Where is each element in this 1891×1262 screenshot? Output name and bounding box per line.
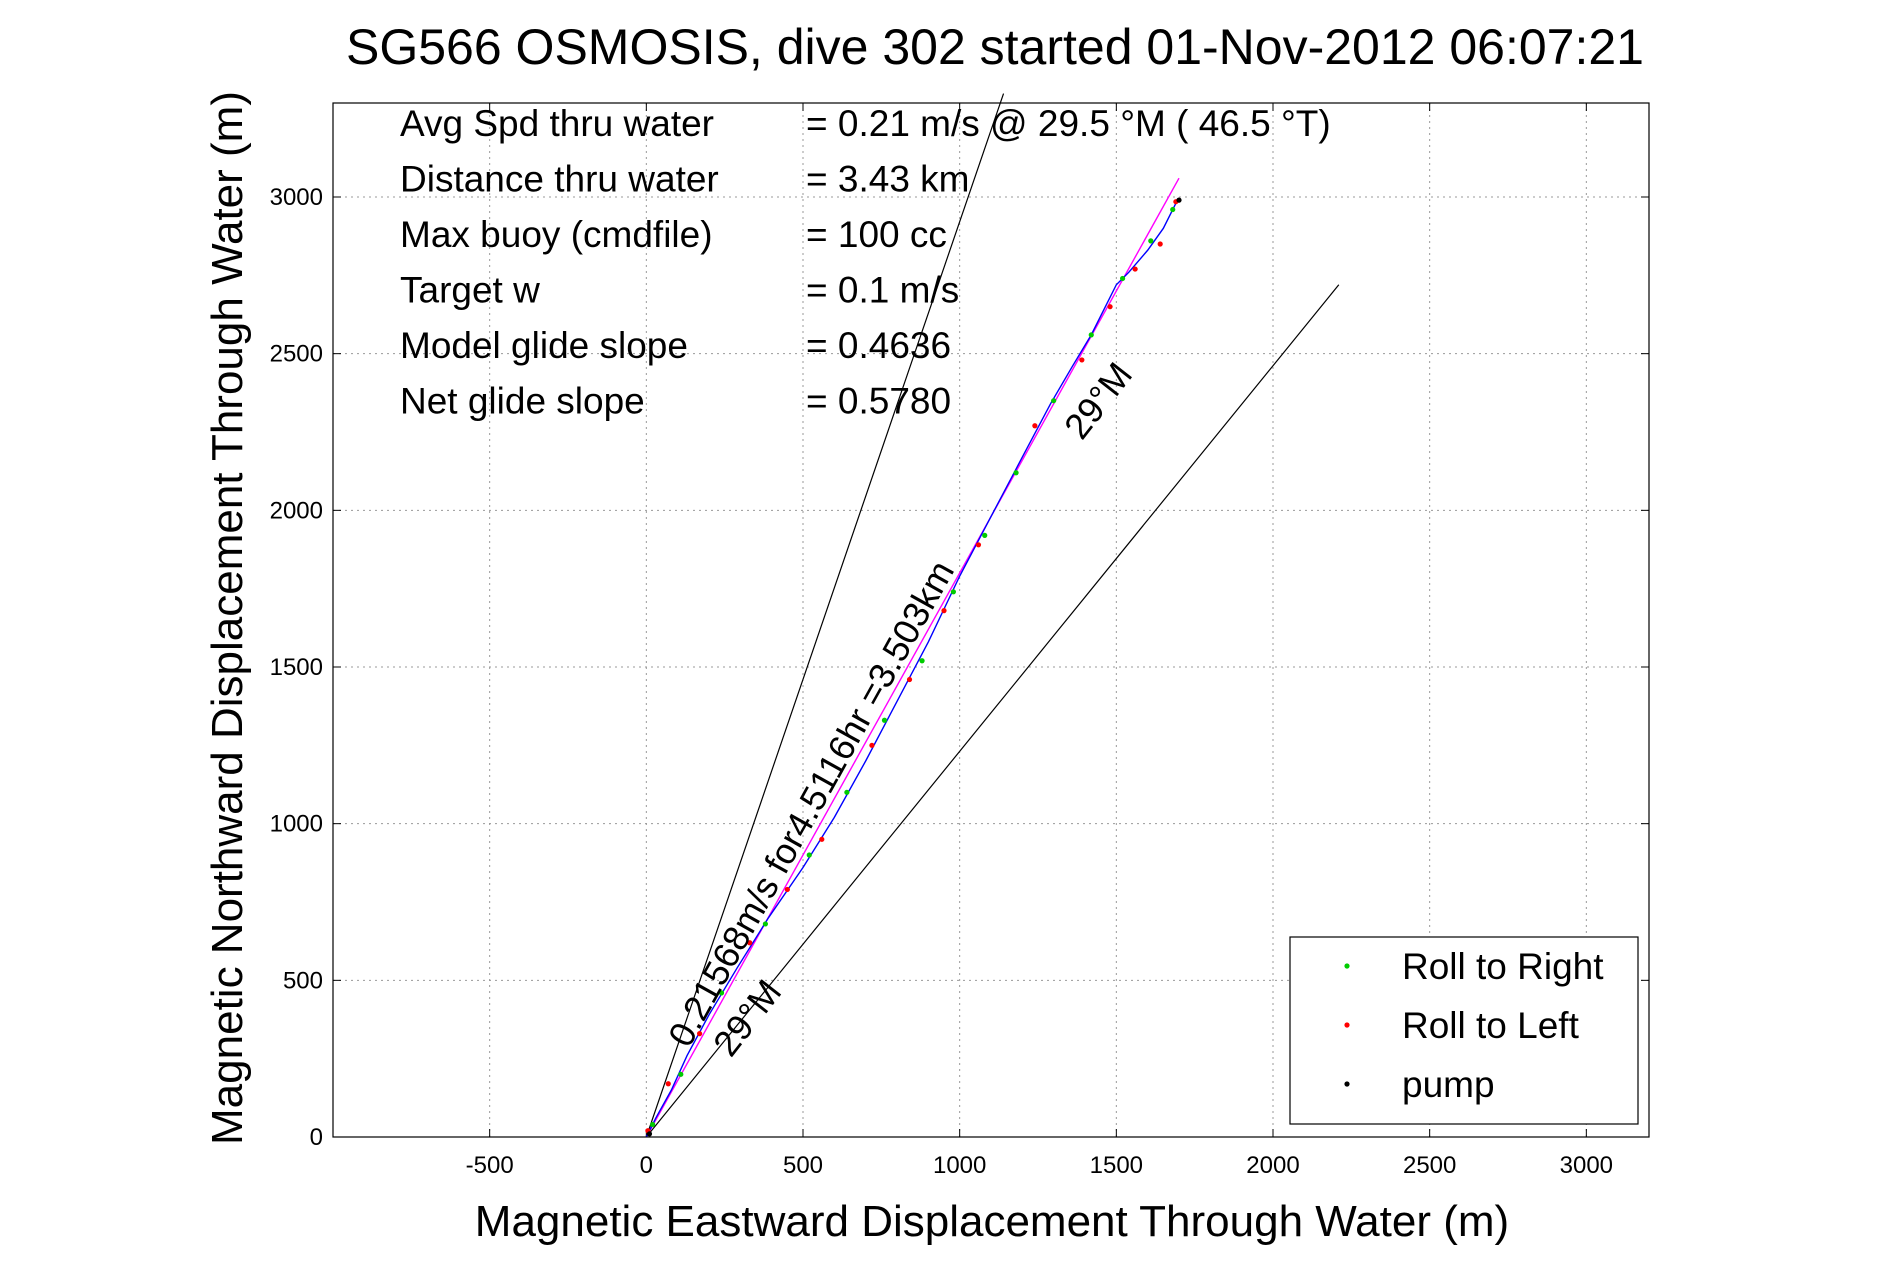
- stat-label: Model glide slope: [400, 325, 688, 366]
- data-point: [982, 532, 988, 539]
- legend: Roll to Right Roll to Left pump: [1289, 936, 1639, 1125]
- y-tick-label: 0: [310, 1124, 323, 1151]
- x-tick-label: 1500: [1090, 1152, 1143, 1179]
- data-point: [869, 742, 875, 748]
- data-point: [1032, 423, 1038, 429]
- data-point: [919, 658, 925, 664]
- fit-line: [645, 177, 1180, 1138]
- legend-swatch: [1344, 963, 1350, 969]
- x-tick-label: -500: [466, 1152, 514, 1179]
- y-tick-label: 3000: [270, 184, 323, 211]
- data-point: [697, 1031, 703, 1037]
- x-tick-label: 1000: [933, 1152, 986, 1179]
- data-point: [1170, 206, 1176, 213]
- legend-label: Roll to Right: [1402, 946, 1604, 987]
- data-point: [1013, 470, 1019, 476]
- stat-label: Net glide slope: [400, 381, 645, 422]
- data-point: [784, 886, 790, 893]
- x-tick-label: 2500: [1403, 1152, 1456, 1179]
- plot-frame: [332, 102, 1650, 1138]
- data-point: [762, 921, 769, 927]
- x-tick-label: 0: [640, 1152, 653, 1179]
- series-marks: [645, 197, 1182, 1137]
- data-point: [950, 589, 957, 595]
- y-tick-label: 2500: [270, 341, 323, 368]
- stat-value: = 3.43 km: [806, 159, 970, 200]
- stat-value: = 0.21 m/s @ 29.5 °M ( 46.5 °T): [806, 103, 1331, 144]
- legend-swatch: [1344, 1081, 1350, 1087]
- data-point: [819, 836, 825, 842]
- legend-swatch: [1344, 1022, 1350, 1028]
- data-point: [1107, 304, 1113, 310]
- y-tick-label: 500: [283, 967, 323, 994]
- data-point: [1079, 357, 1085, 363]
- legend-label: pump: [1402, 1064, 1495, 1105]
- stat-value: = 0.5780: [806, 381, 951, 422]
- y-tick-label: 2000: [270, 497, 323, 524]
- stat-value: = 0.1 m/s: [806, 270, 959, 311]
- axis-ticks: -500 0 500 1000 1500 2000 2500 3000 0 500 1000 1500…: [270, 103, 1649, 1179]
- heading-annotation-top: 29°M: [1056, 355, 1140, 447]
- y-tick-label: 1500: [270, 654, 323, 681]
- data-point: [718, 990, 725, 996]
- stat-value: = 100 cc: [806, 214, 947, 255]
- data-point: [1148, 238, 1154, 244]
- data-point: [747, 940, 753, 946]
- data-point: [1157, 241, 1163, 247]
- data-point: [1132, 266, 1138, 272]
- x-tick-label: 500: [783, 1152, 823, 1179]
- data-point: [1176, 197, 1182, 203]
- data-point: [1120, 275, 1126, 282]
- data-point: [844, 789, 850, 795]
- data-point: [665, 1081, 671, 1087]
- heading-cone-line: [645, 93, 1005, 1138]
- chart-title: SG566 OSMOSIS, dive 302 started 01-Nov-2…: [346, 19, 1644, 75]
- data-point: [806, 852, 812, 858]
- y-axis-label: Magnetic Northward Displacement Through …: [203, 91, 252, 1145]
- data-point: [906, 676, 913, 683]
- y-tick-label: 1000: [270, 811, 323, 838]
- stat-label: Avg Spd thru water: [400, 103, 714, 144]
- data-point: [1088, 332, 1094, 338]
- stat-label: Target w: [400, 270, 540, 311]
- stat-label: Max buoy (cmdfile): [400, 214, 713, 255]
- data-point: [646, 1131, 653, 1137]
- data-point: [678, 1071, 684, 1077]
- data-point: [1051, 398, 1057, 404]
- data-point: [650, 1121, 656, 1128]
- heading-cone-line: [645, 284, 1340, 1138]
- x-axis-label: Magnetic Eastward Displacement Through W…: [475, 1197, 1509, 1246]
- x-tick-label: 2000: [1246, 1152, 1299, 1179]
- data-point: [941, 608, 947, 614]
- stats-block: Avg Spd thru water = 0.21 m/s @ 29.5 °M (…: [400, 103, 1331, 422]
- x-tick-label: 3000: [1560, 1152, 1613, 1179]
- grid: [333, 103, 1649, 1138]
- data-point: [881, 717, 888, 723]
- legend-label: Roll to Left: [1402, 1005, 1580, 1046]
- stat-value: = 0.4636: [806, 325, 951, 366]
- data-point: [975, 542, 982, 548]
- stat-label: Distance thru water: [400, 159, 719, 200]
